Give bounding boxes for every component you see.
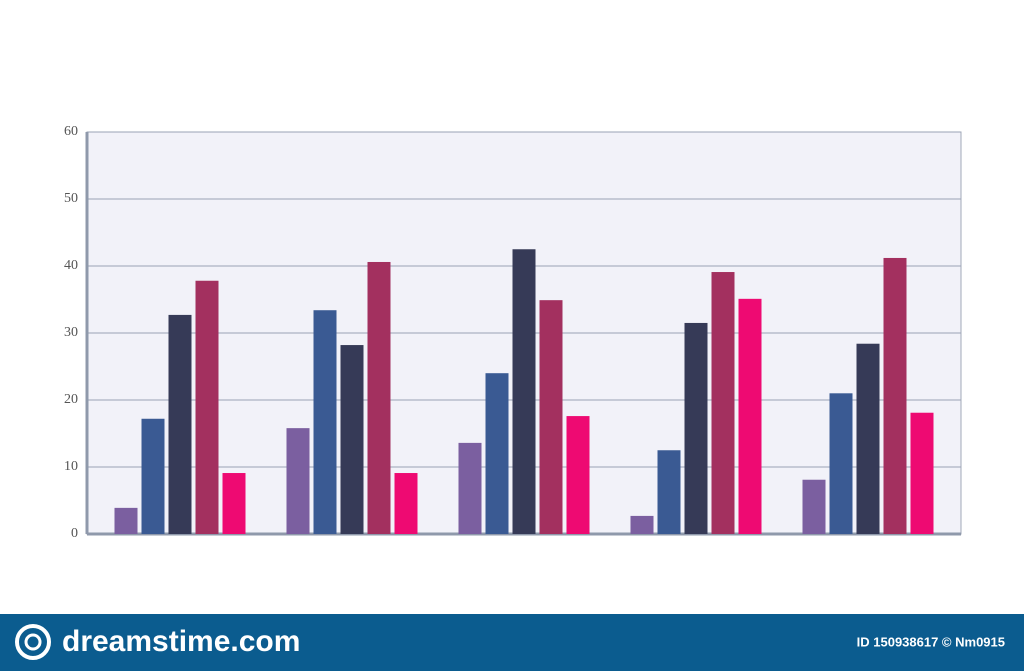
bar: [856, 343, 880, 534]
logo: [24, 633, 42, 651]
bar: [711, 272, 735, 534]
y-tick-label: 40: [64, 258, 78, 273]
bar: [168, 314, 192, 534]
y-tick-label: 20: [64, 392, 78, 407]
bar: [195, 280, 219, 534]
y-tick-label: 30: [64, 325, 78, 340]
bar: [910, 412, 934, 534]
bar: [141, 418, 165, 534]
bar: [313, 310, 337, 534]
bar: [738, 298, 762, 534]
bar: [485, 373, 509, 534]
bar: [684, 322, 708, 534]
bar: [566, 416, 590, 534]
bar: [539, 300, 563, 534]
image-id: ID 150938617 © Nm0915: [857, 634, 1005, 649]
y-tick-label: 0: [71, 526, 78, 541]
y-tick-label: 60: [64, 124, 78, 139]
footer-bar: [0, 614, 1024, 671]
bar: [286, 428, 310, 534]
bar: [222, 473, 246, 534]
logo: [15, 624, 51, 660]
bar: [630, 515, 654, 534]
y-tick-label: 10: [64, 459, 78, 474]
bar: [512, 249, 536, 534]
bar: [458, 442, 482, 534]
y-tick-label: 50: [64, 191, 78, 206]
bar: [114, 507, 138, 534]
brand[interactable]: dreamstime.com: [62, 625, 300, 658]
bar: [829, 393, 853, 534]
bar: [802, 479, 826, 534]
bar: [367, 261, 391, 534]
bar: [883, 257, 907, 534]
bar: [340, 345, 364, 534]
bar: [657, 450, 681, 534]
bar: [394, 473, 418, 534]
